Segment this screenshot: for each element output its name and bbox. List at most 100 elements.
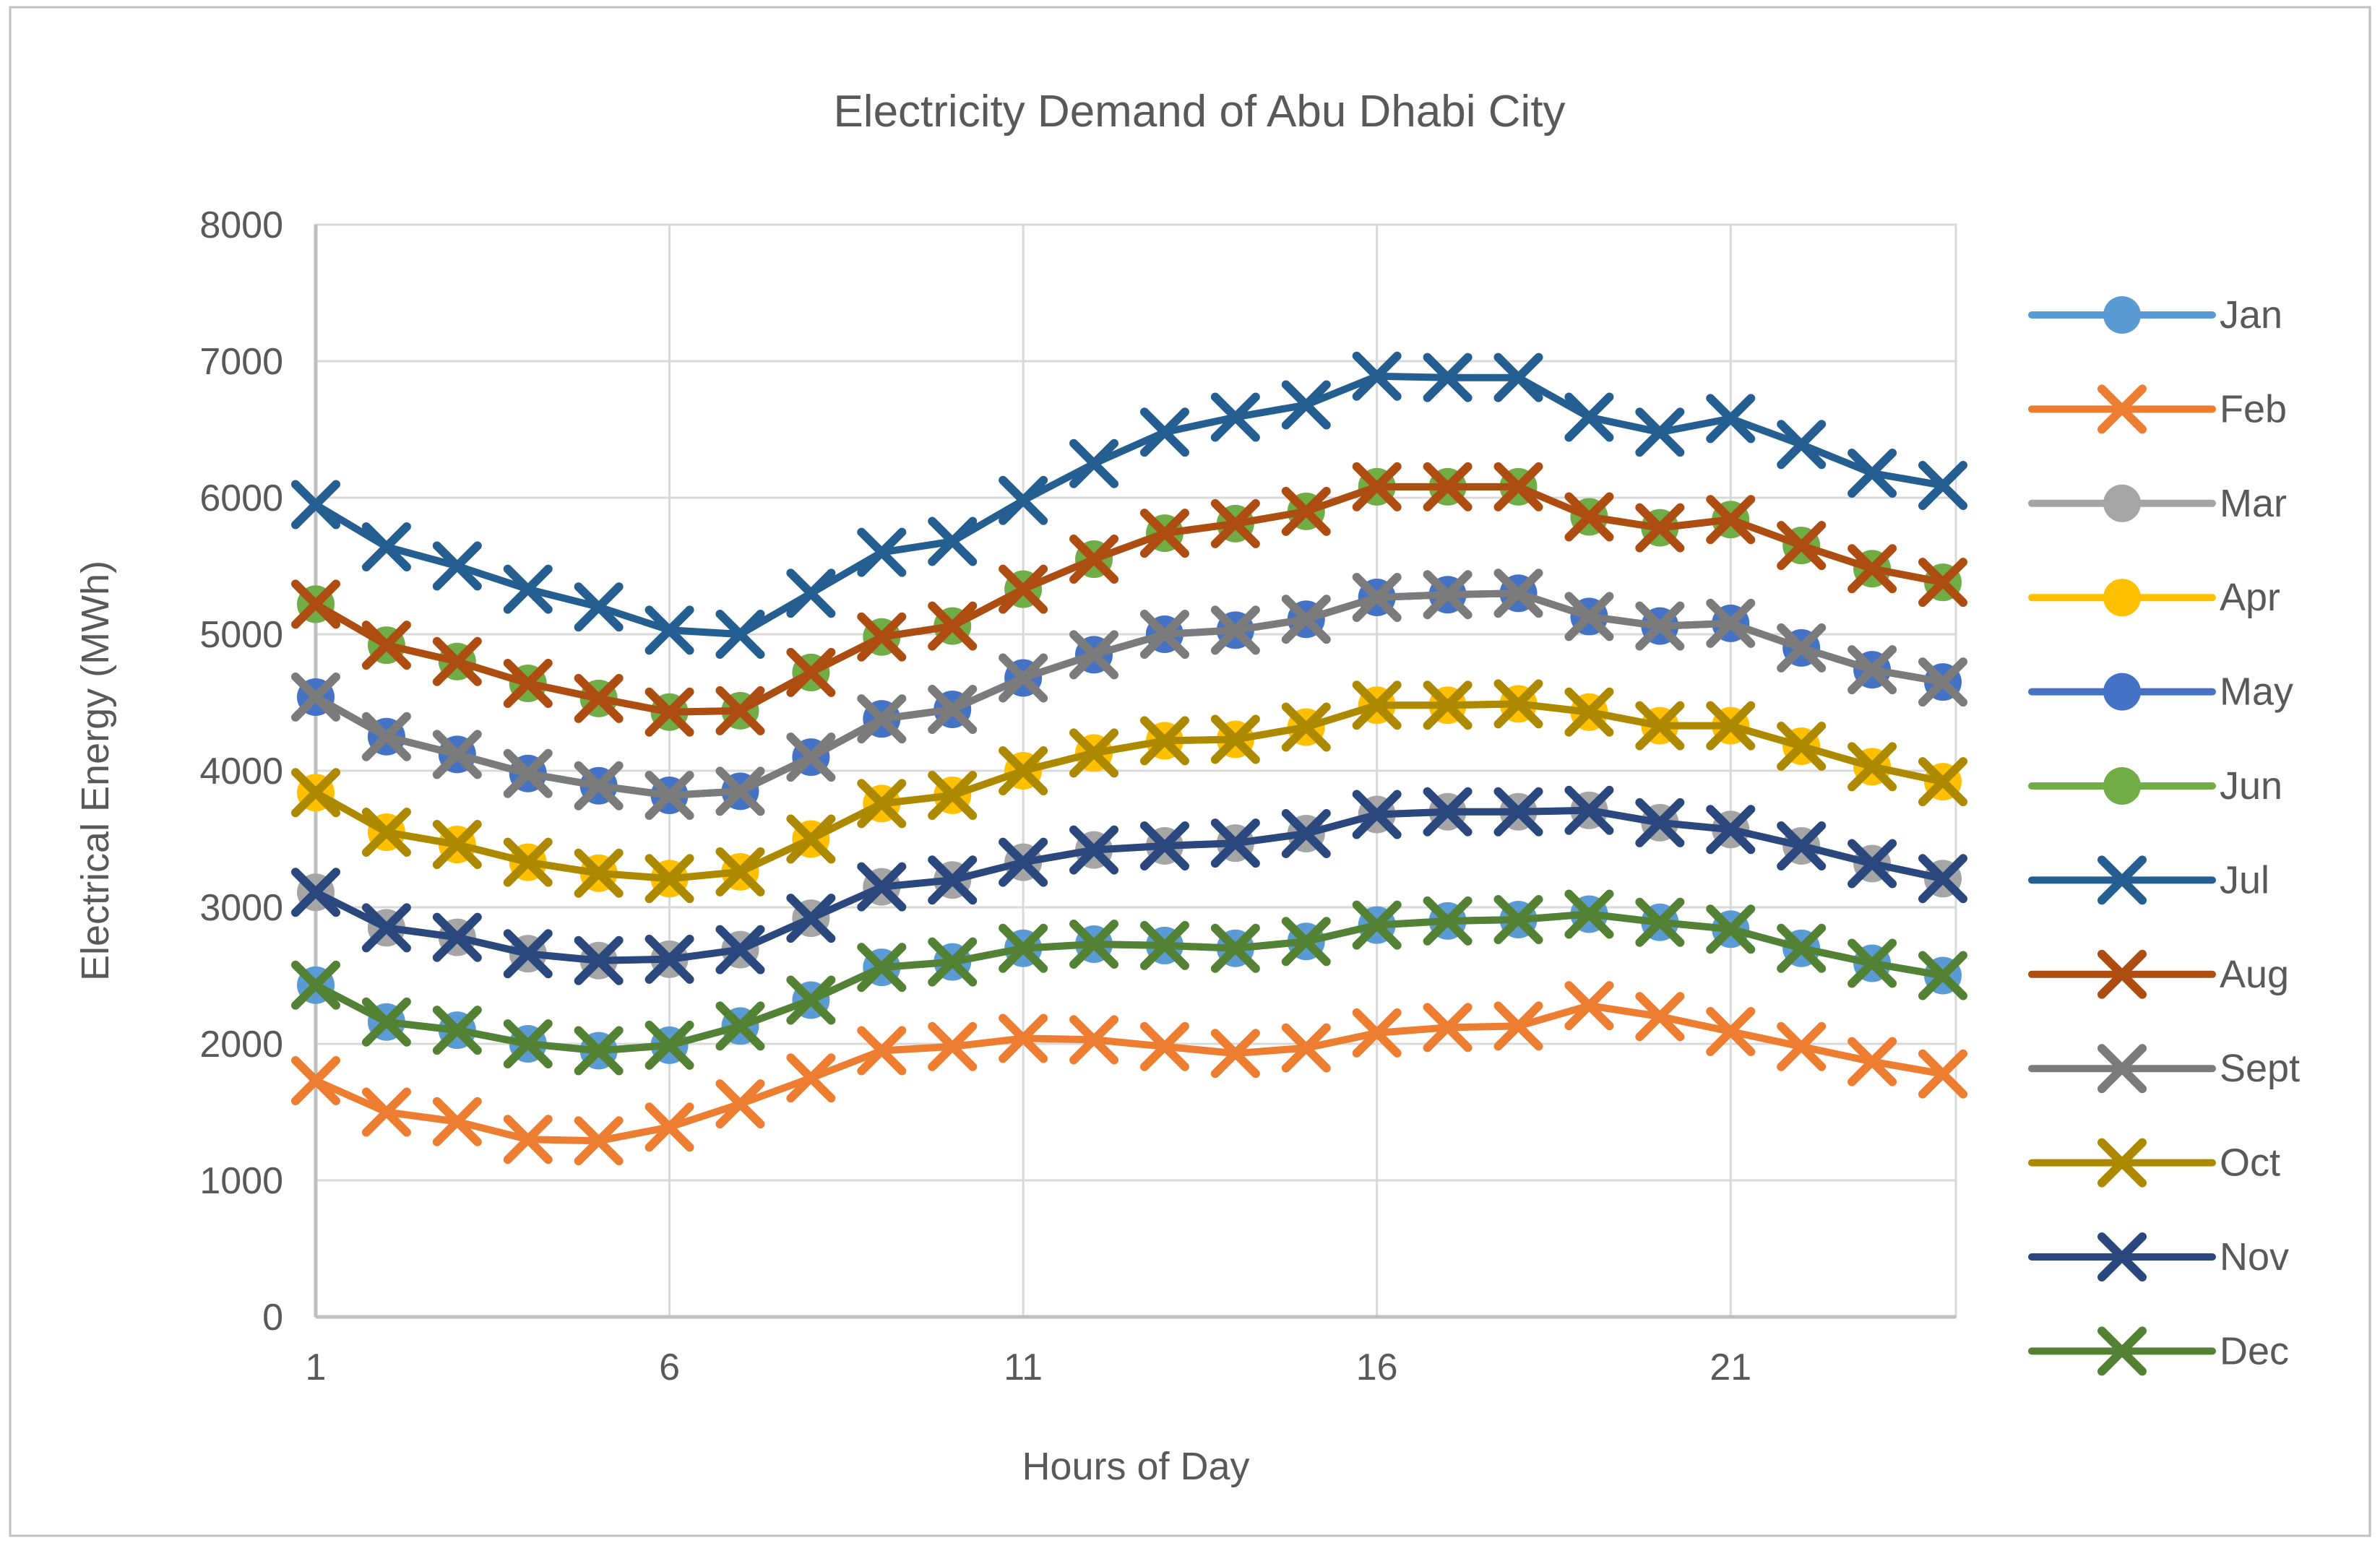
data-point-marker-aug[interactable] [1635,503,1685,553]
data-point-marker-sept[interactable] [1352,572,1402,622]
data-point-marker-feb[interactable] [1493,1001,1543,1051]
data-point-marker-oct[interactable] [291,768,340,818]
data-point-marker-dec[interactable] [644,1020,694,1070]
data-point-marker-sept[interactable] [928,684,978,734]
data-point-marker-aug[interactable] [1281,486,1331,536]
data-point-marker-aug[interactable] [1847,544,1897,594]
data-point-marker-nov[interactable] [432,912,482,962]
legend-item-may[interactable]: May [2028,670,2293,714]
legend-item-oct[interactable]: Oct [2028,1138,2280,1188]
data-point-marker-jul[interactable] [1210,392,1260,442]
data-point-marker-sept[interactable] [644,771,694,821]
data-point-marker-nov[interactable] [291,868,340,917]
data-point-marker-dec[interactable] [1564,889,1614,939]
data-point-marker-jul[interactable] [1777,420,1827,470]
data-point-marker-dec[interactable] [291,960,340,1010]
data-point-marker-dec-legend[interactable] [2097,1326,2147,1376]
data-point-marker-oct[interactable] [1069,728,1119,778]
data-point-marker-feb[interactable] [1777,1021,1827,1071]
data-point-marker-aug[interactable] [432,636,482,686]
data-point-marker-aug[interactable] [1352,462,1402,511]
data-point-marker-aug[interactable] [1069,535,1119,584]
data-point-marker-dec[interactable] [1281,917,1331,967]
data-point-marker-nov[interactable] [999,837,1048,887]
data-point-marker-oct[interactable] [857,779,907,829]
data-point-marker-feb[interactable] [786,1053,836,1103]
data-point-marker-oct-legend[interactable] [2097,1138,2147,1188]
data-point-marker-nov[interactable] [1423,787,1473,837]
series-line-feb[interactable] [312,1002,1946,1145]
data-point-marker-nov[interactable] [715,925,765,974]
data-point-marker-aug[interactable] [928,601,978,651]
data-point-marker-nov[interactable] [1777,821,1827,870]
data-point-marker-jul-legend[interactable] [2097,855,2147,905]
data-point-marker-nov-legend[interactable] [2097,1232,2147,1281]
data-point-marker-aug[interactable] [1139,509,1189,558]
data-point-marker-dec[interactable] [503,1019,553,1068]
data-point-marker-jul[interactable] [644,605,694,655]
data-point-marker-sept[interactable] [1635,601,1685,651]
data-point-marker-jul[interactable] [1847,448,1897,498]
data-point-marker-jul[interactable] [1139,407,1189,457]
data-point-marker-nov[interactable] [1706,805,1756,855]
data-point-marker-dec[interactable] [928,937,978,987]
data-point-marker-nov[interactable] [1210,818,1260,868]
data-point-marker-oct[interactable] [1777,721,1827,771]
data-point-marker-feb[interactable] [291,1056,340,1106]
data-point-marker-oct[interactable] [574,848,624,898]
data-point-marker-feb[interactable] [857,1026,907,1076]
data-point-marker-oct[interactable] [1493,679,1543,729]
data-point-marker-jul[interactable] [1493,353,1543,402]
data-point-marker-aug[interactable] [1423,462,1473,511]
data-point-marker-feb[interactable] [1210,1029,1260,1079]
legend-item-mar[interactable]: Mar [2028,482,2287,525]
data-point-marker-aug[interactable] [715,686,765,735]
data-point-marker-dec[interactable] [1423,896,1473,946]
data-point-marker-aug[interactable] [291,579,340,629]
data-point-marker-aug[interactable] [1918,558,1967,608]
data-point-marker-oct[interactable] [503,837,553,887]
data-point-marker-oct[interactable] [999,746,1048,795]
data-point-marker-feb[interactable] [928,1021,978,1071]
data-point-marker-sept-legend[interactable] [2097,1044,2147,1094]
data-point-marker-sept[interactable] [1139,610,1189,659]
data-point-marker-sept[interactable] [1918,657,1967,707]
data-point-marker-dec[interactable] [1777,923,1827,973]
data-point-marker-feb[interactable] [1847,1037,1897,1086]
data-point-marker-feb[interactable] [1423,1003,1473,1053]
data-point-marker-oct[interactable] [715,847,765,896]
data-point-marker-sept[interactable] [1281,595,1331,644]
data-point-marker-nov[interactable] [574,935,624,985]
data-point-marker-sept[interactable] [1493,569,1543,618]
data-point-marker-oct[interactable] [1635,701,1685,751]
series-line-dec[interactable] [312,910,1946,1055]
series-line-nov[interactable] [312,806,1946,964]
data-point-marker-aug[interactable] [361,621,411,670]
data-point-marker-aug[interactable] [786,647,836,697]
data-point-marker-nov[interactable] [1493,787,1543,837]
legend-item-jul[interactable]: Jul [2028,855,2269,905]
data-point-marker-sept[interactable] [1847,645,1897,695]
data-point-marker-jul[interactable] [503,564,553,614]
data-point-marker-sept[interactable] [432,730,482,779]
data-point-marker-dec[interactable] [432,1006,482,1055]
data-point-marker-nov[interactable] [503,929,553,979]
data-point-marker-sept[interactable] [1777,623,1827,673]
data-point-marker-mar-legend[interactable] [2103,484,2141,522]
data-point-marker-feb[interactable] [715,1079,765,1129]
data-point-marker-nov[interactable] [857,862,907,912]
data-point-marker-sept[interactable] [361,712,411,761]
legend-item-dec[interactable]: Dec [2028,1326,2289,1376]
data-point-marker-nov[interactable] [1281,808,1331,858]
data-point-marker-dec[interactable] [999,923,1048,973]
data-point-marker-oct[interactable] [786,814,836,864]
series-line-aug[interactable] [312,483,1946,716]
data-point-marker-nov[interactable] [1139,821,1189,870]
data-point-marker-sept[interactable] [999,653,1048,703]
data-point-marker-nov[interactable] [361,903,411,953]
data-point-marker-aug[interactable] [1706,495,1756,545]
data-point-marker-sept[interactable] [291,672,340,722]
data-point-marker-sept[interactable] [574,761,624,811]
data-point-marker-feb[interactable] [1139,1021,1189,1071]
data-point-marker-aug[interactable] [1210,498,1260,548]
